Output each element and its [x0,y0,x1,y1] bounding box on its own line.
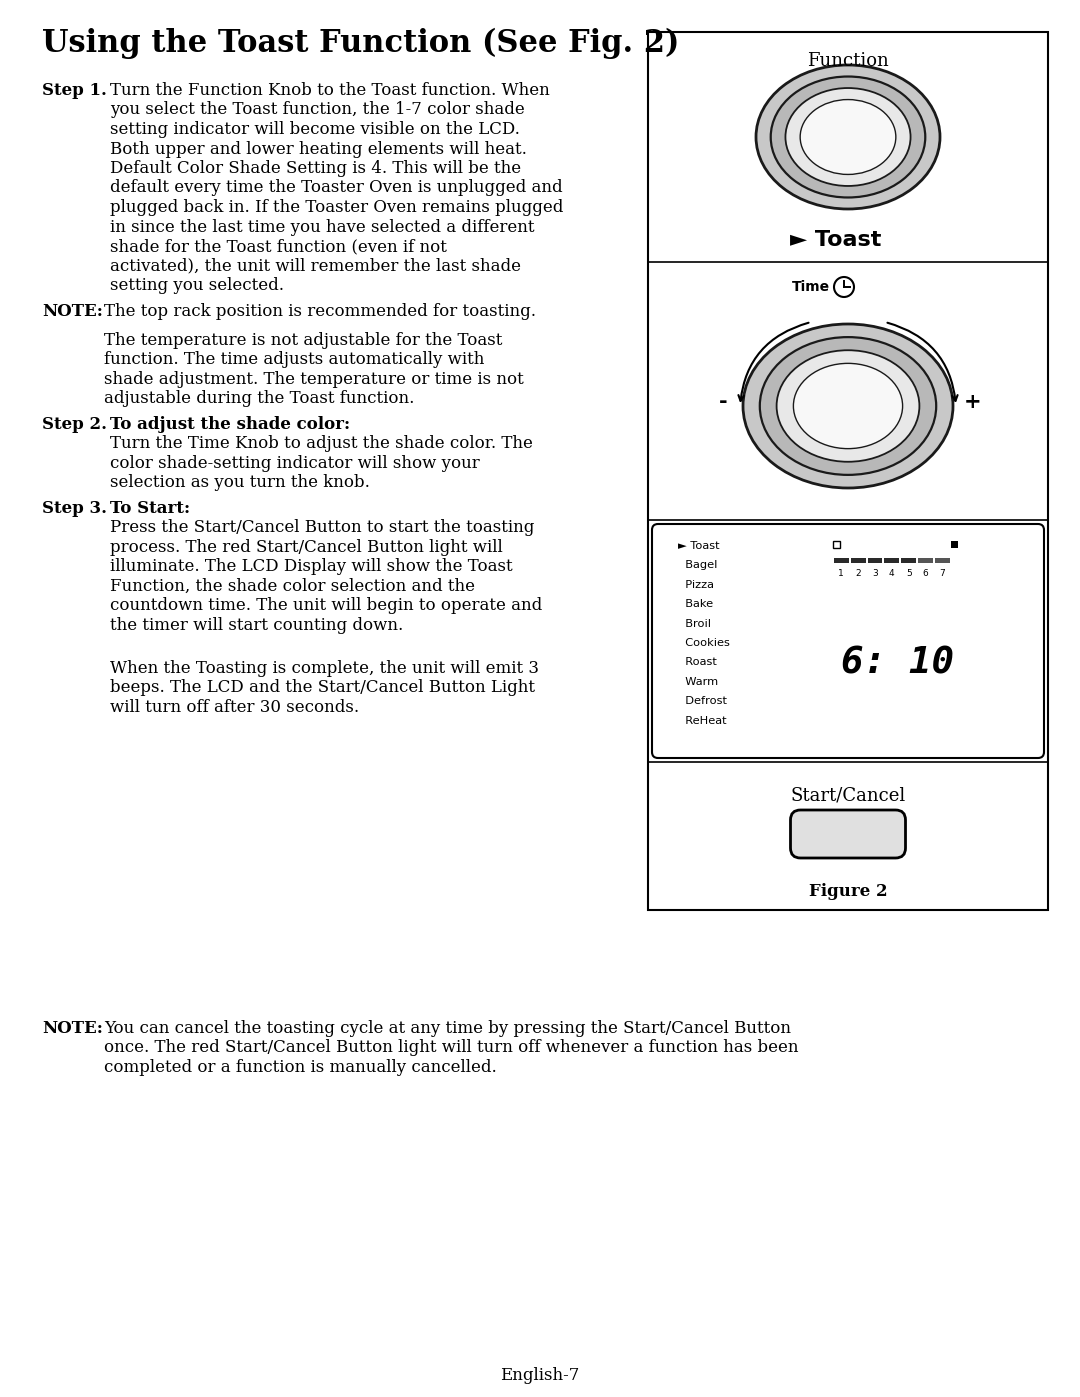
Text: When the Toasting is complete, the unit will emit 3: When the Toasting is complete, the unit … [110,659,539,676]
Text: 4: 4 [889,569,894,578]
Text: To adjust the shade color:: To adjust the shade color: [110,416,350,433]
Text: The temperature is not adjustable for the Toast: The temperature is not adjustable for th… [104,331,502,349]
Text: +: + [964,393,982,412]
Text: illuminate. The LCD Display will show the Toast: illuminate. The LCD Display will show th… [110,559,513,576]
Text: will turn off after 30 seconds.: will turn off after 30 seconds. [110,698,360,715]
Text: setting you selected.: setting you selected. [110,277,284,293]
Bar [950,541,958,548]
Ellipse shape [760,337,936,475]
Text: process. The red Start/Cancel Button light will: process. The red Start/Cancel Button lig… [110,539,503,556]
Ellipse shape [800,99,895,175]
Text: -: - [718,393,727,412]
Text: 5: 5 [906,569,912,578]
Text: 2: 2 [855,569,861,578]
Text: Using the Toast Function (See Fig. 2): Using the Toast Function (See Fig. 2) [42,28,679,59]
Ellipse shape [756,66,940,210]
Ellipse shape [743,324,953,488]
Text: To Start:: To Start: [110,500,190,517]
Text: Figure 2: Figure 2 [809,883,888,901]
Text: setting indicator will become visible on the LCD.: setting indicator will become visible on… [110,122,519,138]
Circle shape [834,277,854,298]
Text: you select the Toast function, the 1-7 color shade: you select the Toast function, the 1-7 c… [110,102,525,119]
Text: 6: 10: 6: 10 [841,645,955,682]
Text: Broil: Broil [678,619,711,629]
Text: the timer will start counting down.: the timer will start counting down. [110,616,403,634]
Text: Cookies: Cookies [678,638,730,648]
Text: Press the Start/Cancel Button to start the toasting: Press the Start/Cancel Button to start t… [110,520,535,536]
Text: Both upper and lower heating elements will heat.: Both upper and lower heating elements wi… [110,141,527,158]
Text: countdown time. The unit will begin to operate and: countdown time. The unit will begin to o… [110,598,542,615]
Text: Turn the Time Knob to adjust the shade color. The: Turn the Time Knob to adjust the shade c… [110,436,532,453]
Text: Step 2.: Step 2. [42,416,107,433]
Bar [851,557,865,563]
Text: plugged back in. If the Toaster Oven remains plugged: plugged back in. If the Toaster Oven rem… [110,198,564,217]
Ellipse shape [785,88,910,186]
Bar [867,557,882,563]
Text: shade adjustment. The temperature or time is not: shade adjustment. The temperature or tim… [104,370,524,388]
Bar [935,557,949,563]
Text: Turn the Function Knob to the Toast function. When: Turn the Function Knob to the Toast func… [110,82,550,99]
Text: Function, the shade color selection and the: Function, the shade color selection and … [110,578,475,595]
Ellipse shape [777,351,919,462]
Text: 3: 3 [872,569,878,578]
Bar [834,557,849,563]
Text: Warm: Warm [678,676,718,687]
FancyBboxPatch shape [791,810,905,858]
Bar [833,541,840,548]
Text: Time: Time [792,279,831,293]
FancyBboxPatch shape [652,524,1044,759]
Text: Step 3.: Step 3. [42,500,107,517]
Text: activated), the unit will remember the last shade: activated), the unit will remember the l… [110,257,521,274]
Text: in since the last time you have selected a different: in since the last time you have selected… [110,218,535,236]
Ellipse shape [771,77,926,197]
Text: Defrost: Defrost [678,696,727,707]
Text: default every time the Toaster Oven is unplugged and: default every time the Toaster Oven is u… [110,179,563,197]
Text: Roast: Roast [678,658,717,668]
Ellipse shape [794,363,903,448]
Text: beeps. The LCD and the Start/Cancel Button Light: beeps. The LCD and the Start/Cancel Butt… [110,679,535,696]
Text: ReHeat: ReHeat [678,715,727,725]
Text: NOTE:: NOTE: [42,303,103,320]
Text: selection as you turn the knob.: selection as you turn the knob. [110,474,369,492]
Text: You can cancel the toasting cycle at any time by pressing the Start/Cancel Butto: You can cancel the toasting cycle at any… [104,1020,791,1037]
Text: NOTE:: NOTE: [42,1020,103,1037]
Bar [901,557,916,563]
Text: The top rack position is recommended for toasting.: The top rack position is recommended for… [104,303,536,320]
Text: shade for the Toast function (even if not: shade for the Toast function (even if no… [110,237,447,256]
Text: adjustable during the Toast function.: adjustable during the Toast function. [104,390,415,408]
Text: Pizza: Pizza [678,580,714,590]
Text: 7: 7 [940,569,945,578]
Text: Bagel: Bagel [678,560,717,570]
Text: Default Color Shade Setting is 4. This will be the: Default Color Shade Setting is 4. This w… [110,161,522,177]
Text: 6: 6 [922,569,929,578]
Text: ► Toast: ► Toast [791,231,881,250]
Bar [648,32,1048,909]
Text: Function: Function [807,52,889,70]
Bar [918,557,933,563]
Text: 1: 1 [838,569,845,578]
Text: once. The red Start/Cancel Button light will turn off whenever a function has be: once. The red Start/Cancel Button light … [104,1039,798,1056]
Text: Start/Cancel: Start/Cancel [791,787,906,805]
Text: color shade-setting indicator will show your: color shade-setting indicator will show … [110,455,480,472]
Text: Bake: Bake [678,599,713,609]
Text: Step 1.: Step 1. [42,82,107,99]
Text: function. The time adjusts automatically with: function. The time adjusts automatically… [104,351,484,369]
Text: completed or a function is manually cancelled.: completed or a function is manually canc… [104,1059,497,1076]
Text: English-7: English-7 [500,1366,580,1383]
Bar [885,557,900,563]
Text: ► Toast: ► Toast [678,541,719,550]
